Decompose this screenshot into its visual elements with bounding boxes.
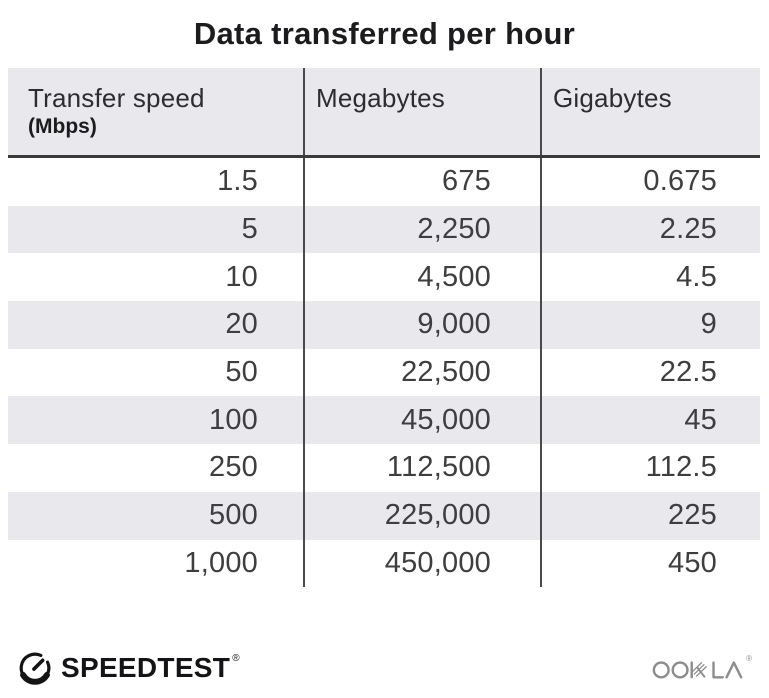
cell-transfer-speed: 10 (225, 260, 258, 293)
cell-gigabytes: 450 (540, 539, 760, 588)
cell-transfer-speed: 50 (225, 356, 258, 389)
cell-gigabytes: 0.675 (540, 158, 760, 206)
cell-megabytes: 2,250 (303, 205, 540, 254)
cell-megabytes: 9,000 (303, 301, 540, 349)
cell-megabytes: 22,500 (303, 348, 540, 397)
table-row: 20 9,000 9 (8, 301, 760, 349)
cell-gigabytes: 45 (540, 396, 760, 445)
column-header-gigabytes: Gigabytes (540, 68, 760, 155)
cell-megabytes: 450,000 (303, 539, 540, 588)
cell-megabytes: 225,000 (303, 491, 540, 540)
ookla-logo: ® (652, 654, 752, 682)
column-header-transfer-speed: Transfer speed (Mbps) (8, 68, 303, 155)
table-row: 100 45,000 45 (8, 396, 760, 445)
table-row: 10 4,500 4.5 (8, 253, 760, 302)
table-row: 1.5 675 0.675 (8, 158, 760, 206)
cell-transfer-speed: 100 (209, 403, 258, 436)
cell-gigabytes: 112.5 (540, 444, 760, 492)
table-row: 250 112,500 112.5 (8, 444, 760, 492)
data-table: Transfer speed (Mbps) Megabytes Gigabyte… (8, 68, 760, 588)
table-body: 1.5 675 0.675 5 2,250 2.25 10 4,500 4.5 … (8, 158, 760, 588)
cell-transfer-speed: 500 (209, 499, 258, 532)
cell-gigabytes: 2.25 (540, 205, 760, 254)
speedtest-label: SPEEDTEST (61, 652, 231, 683)
table-row: 500 225,000 225 (8, 491, 760, 540)
cell-gigabytes: 225 (540, 491, 760, 540)
ookla-registered-mark: ® (746, 654, 752, 663)
table-header-row: Transfer speed (Mbps) Megabytes Gigabyte… (8, 68, 760, 158)
cell-transfer-speed: 5 (241, 213, 258, 246)
cell-transfer-speed: 20 (225, 308, 258, 341)
speedtest-gauge-icon (19, 652, 51, 685)
column-header-label: Gigabytes (553, 83, 672, 113)
column-header-label: Megabytes (316, 83, 445, 113)
table-row: 1,000 450,000 450 (8, 539, 760, 588)
cell-gigabytes: 4.5 (540, 253, 760, 302)
cell-megabytes: 45,000 (303, 396, 540, 445)
cell-transfer-speed: 1.5 (217, 165, 258, 198)
column-header-unit: (Mbps) (28, 115, 97, 138)
cell-transfer-speed: 250 (209, 451, 258, 484)
ookla-wordmark-icon (652, 661, 743, 679)
speedtest-logo: SPEEDTEST ® (18, 651, 240, 685)
cell-gigabytes: 9 (540, 301, 760, 349)
cell-transfer-speed: 1,000 (184, 546, 258, 579)
cell-gigabytes: 22.5 (540, 348, 760, 397)
page-title: Data transferred per hour (193, 16, 576, 51)
speedtest-registered-mark: ® (232, 653, 240, 664)
table-row: 50 22,500 22.5 (8, 348, 760, 397)
cell-megabytes: 675 (303, 158, 540, 206)
cell-megabytes: 4,500 (303, 253, 540, 302)
column-header-label: Transfer speed (28, 83, 205, 113)
speedtest-wordmark: SPEEDTEST ® (61, 652, 240, 684)
cell-megabytes: 112,500 (303, 444, 540, 492)
table-row: 5 2,250 2.25 (8, 205, 760, 254)
column-header-megabytes: Megabytes (303, 68, 540, 155)
footer: SPEEDTEST ® ® (18, 646, 752, 690)
